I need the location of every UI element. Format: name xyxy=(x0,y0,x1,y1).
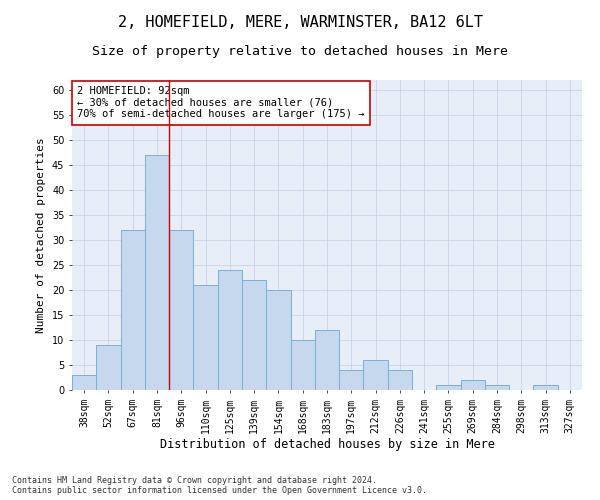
Bar xyxy=(72,375,96,390)
Bar xyxy=(218,270,242,390)
Text: Contains HM Land Registry data © Crown copyright and database right 2024.
Contai: Contains HM Land Registry data © Crown c… xyxy=(12,476,427,495)
Bar xyxy=(339,370,364,390)
Bar xyxy=(96,345,121,390)
Bar xyxy=(388,370,412,390)
Bar xyxy=(121,230,145,390)
Bar xyxy=(169,230,193,390)
Text: Size of property relative to detached houses in Mere: Size of property relative to detached ho… xyxy=(92,45,508,58)
Bar xyxy=(533,385,558,390)
Bar xyxy=(315,330,339,390)
Y-axis label: Number of detached properties: Number of detached properties xyxy=(37,137,46,333)
Text: 2 HOMEFIELD: 92sqm
← 30% of detached houses are smaller (76)
70% of semi-detache: 2 HOMEFIELD: 92sqm ← 30% of detached hou… xyxy=(77,86,365,120)
Bar xyxy=(485,385,509,390)
Bar xyxy=(364,360,388,390)
Bar xyxy=(242,280,266,390)
Bar xyxy=(145,155,169,390)
Bar xyxy=(193,285,218,390)
X-axis label: Distribution of detached houses by size in Mere: Distribution of detached houses by size … xyxy=(160,438,494,452)
Bar xyxy=(461,380,485,390)
Bar xyxy=(290,340,315,390)
Bar xyxy=(436,385,461,390)
Text: 2, HOMEFIELD, MERE, WARMINSTER, BA12 6LT: 2, HOMEFIELD, MERE, WARMINSTER, BA12 6LT xyxy=(118,15,482,30)
Bar xyxy=(266,290,290,390)
